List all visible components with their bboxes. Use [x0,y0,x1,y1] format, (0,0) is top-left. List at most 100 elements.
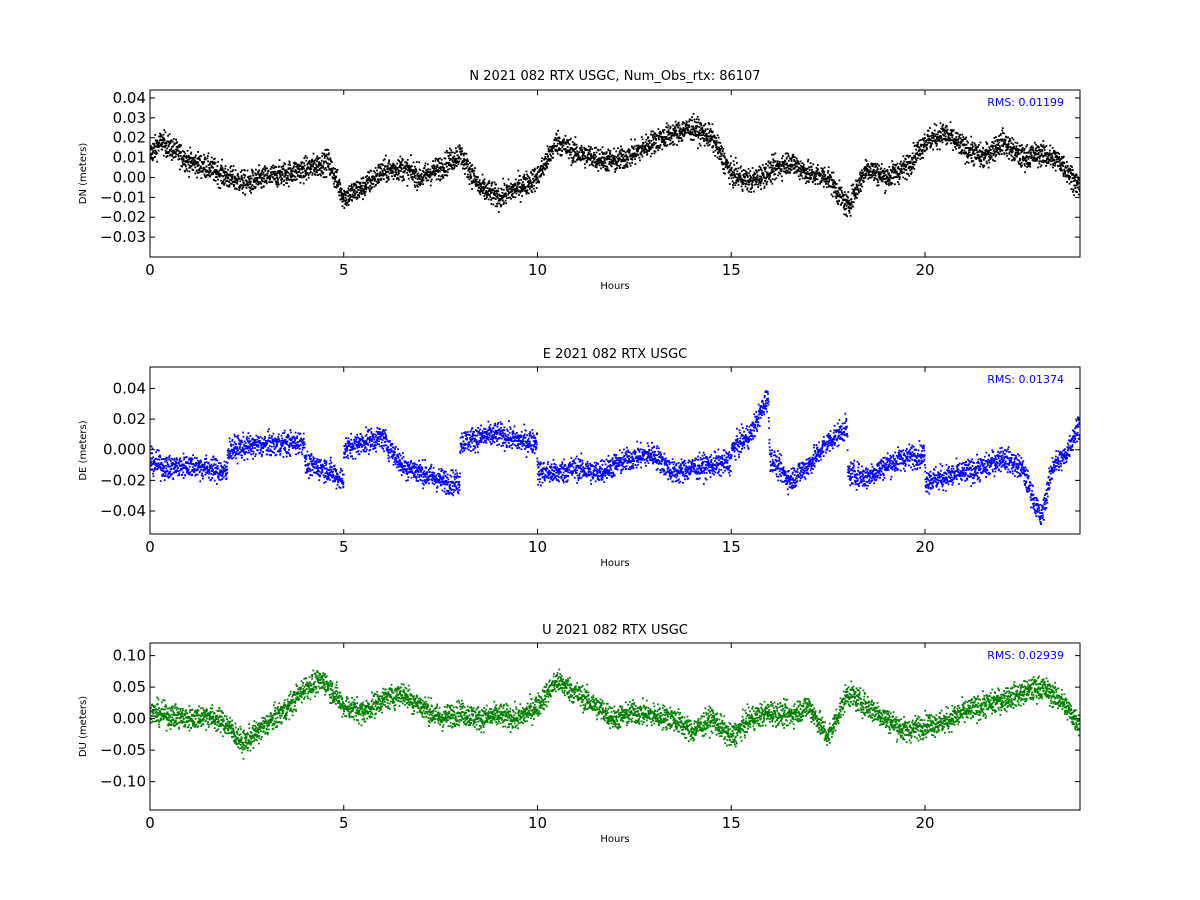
panel-north-point [756,176,759,179]
panel-north-point [446,174,449,177]
panel-north-point [273,166,276,169]
panel-north-point [225,174,228,177]
panel-north-point [210,156,213,159]
panel-north-point [214,169,217,171]
panel-north-point [744,175,747,178]
panel-north-point [918,147,921,149]
panel-north-point [406,162,409,164]
panel-north-point [355,183,357,186]
panel-north-point [590,154,592,157]
panel-north-point [306,156,308,159]
panel-north-point [804,176,807,179]
panel-north-point [878,164,880,167]
panel-north-point [1033,141,1036,144]
panel-north-point [306,163,309,166]
panel-north-point [691,139,694,141]
panel-north-point [464,173,466,175]
panel-north-point [185,155,188,157]
panel-north-point [644,151,647,154]
panel-north-point [405,168,408,170]
panel-north-point [452,157,454,160]
panel-north-point [512,188,514,191]
panel-north-point [573,160,576,163]
panel-north-point [156,139,159,142]
panel-north-point [820,181,823,184]
panel-north-point [377,182,379,185]
panel-north-point [432,169,435,172]
panel-north-point [788,157,791,159]
panel-north-point [826,180,829,183]
panel-north-point [492,203,495,206]
panel-north-point [668,138,670,141]
panel-north-point [908,174,911,177]
panel-north-point [724,157,726,159]
panel-north-point [394,175,396,177]
panel-north-point [906,172,908,175]
panel-north-point [622,156,625,159]
panel-north-point [508,191,511,194]
panel-north-point [343,190,345,192]
panel-north-point [451,168,454,171]
panel-north-point [699,138,702,140]
panel-north-point [633,145,636,148]
panel-north-point [533,175,536,178]
panel-north-point [278,159,281,161]
panel-north-point [609,162,612,165]
panel-north-point [447,162,450,164]
panel-north-point [305,172,308,175]
panel-north-point [354,193,356,196]
panel-north-point [684,127,687,130]
panel-north-point [997,147,999,149]
panel-north-point [591,148,594,150]
panel-north-point [770,169,773,171]
panel-north-point [217,160,220,163]
panel-north-point [645,149,648,152]
panel-north-point [283,184,285,186]
panel-north-point [681,128,684,131]
panel-north-point [565,143,567,145]
panel-north-point [943,134,946,137]
panel-north-point [344,200,347,203]
panel-north-point [440,169,443,172]
panel-north-point [283,169,286,172]
panel-north-point [828,179,831,182]
panel-north-point [317,165,320,168]
panel-north-point [590,153,593,155]
panel-north-point [517,189,520,192]
panel-north-point [766,180,769,183]
panel-north-point [660,133,662,135]
panel-north-point [593,152,595,154]
panel-north-point [725,161,728,164]
panel-north-point [1035,153,1038,156]
panel-north-point [931,140,934,142]
panel-north-point [414,186,417,188]
panel-north-point [899,162,901,165]
panel-north-point [280,166,283,168]
panel-north-point [589,148,592,150]
panel-north-point [166,140,169,143]
panel-north-point [462,167,464,170]
panel-north-point [608,157,610,159]
panel-north-point [602,161,604,163]
panel-north-point [534,169,536,171]
panel-north-point [515,189,518,191]
panel-north-point [507,178,510,181]
panel-north-point [413,176,416,178]
panel-north-point [847,191,850,193]
panel-north-point [482,192,484,194]
panel-north-point [171,153,174,155]
panel-north-point [555,138,557,140]
panel-north-point [386,180,388,183]
panel-north-point [879,173,882,176]
panel-north-point [474,185,477,187]
panel-north-point [470,180,473,183]
panel-north-point [279,173,282,176]
panel-north-point [764,166,767,169]
panel-north-point [623,164,626,167]
panel-north-point [290,178,292,181]
panel-north-point [334,178,336,181]
panel-north-point [325,148,328,151]
panel-north-point [184,160,187,163]
panel-north-point [979,141,982,144]
panel-north-point [574,154,576,156]
